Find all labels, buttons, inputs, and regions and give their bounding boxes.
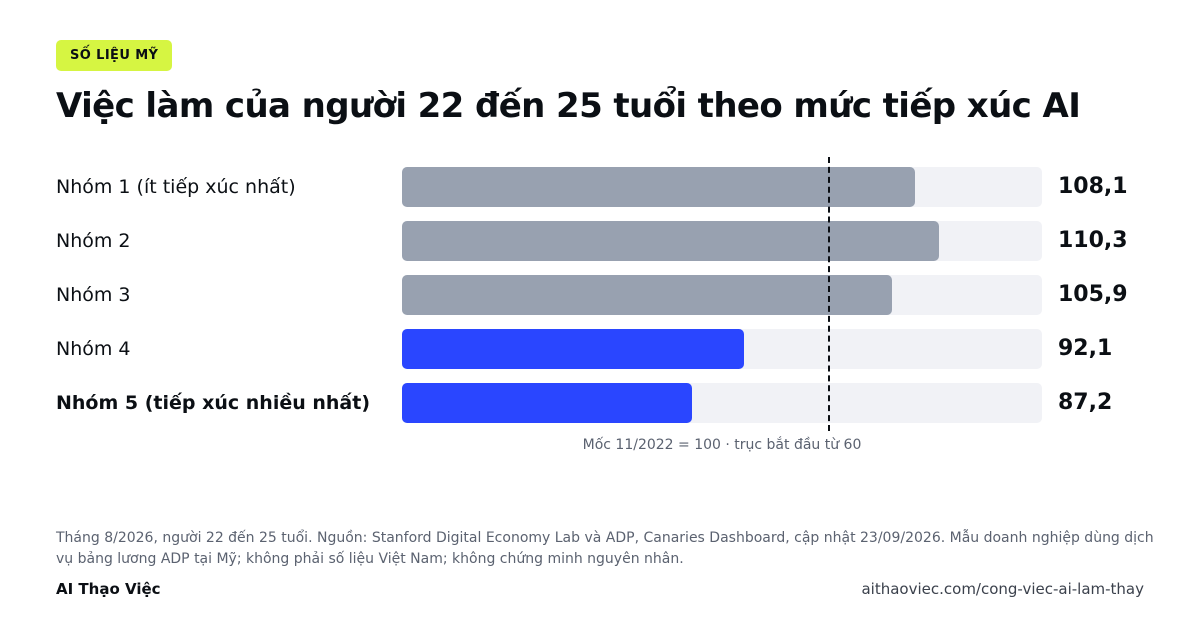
bar [402, 221, 939, 261]
source-note: Tháng 8/2026, người 22 đến 25 tuổi. Nguồ… [56, 530, 1154, 567]
bar [402, 329, 745, 369]
value-label: 108,1 [1058, 174, 1128, 199]
bar [402, 275, 892, 315]
value-label: 110,3 [1058, 228, 1128, 253]
category-label: Nhóm 4 [56, 338, 131, 360]
category-label: Nhóm 2 [56, 230, 131, 252]
value-label: 87,2 [1058, 390, 1113, 415]
category-badge: SỐ LIỆU MỸ [56, 40, 173, 71]
axis-note: Mốc 11/2022 = 100 · trục bắt đầu từ 60 [582, 437, 862, 453]
bar-track [402, 329, 1042, 369]
brand-name: AI Thạo Việc [56, 580, 161, 598]
category-label: Nhóm 5 (tiếp xúc nhiều nhất) [56, 392, 371, 414]
bar-track [402, 167, 1042, 207]
category-label: Nhóm 1 (ít tiếp xúc nhất) [56, 176, 296, 198]
chart-title: Việc làm của người 22 đến 25 tuổi theo m… [56, 86, 1081, 126]
bar-track [402, 383, 1042, 423]
category-label: Nhóm 3 [56, 284, 131, 306]
value-label: 92,1 [1058, 336, 1113, 361]
bar-track [402, 275, 1042, 315]
bar [402, 383, 693, 423]
bar [402, 167, 916, 207]
reference-line [827, 157, 830, 431]
bar-track [402, 221, 1042, 261]
article-url[interactable]: aithaoviec.com/cong-viec-ai-lam-thay [861, 580, 1144, 598]
value-label: 105,9 [1058, 282, 1128, 307]
